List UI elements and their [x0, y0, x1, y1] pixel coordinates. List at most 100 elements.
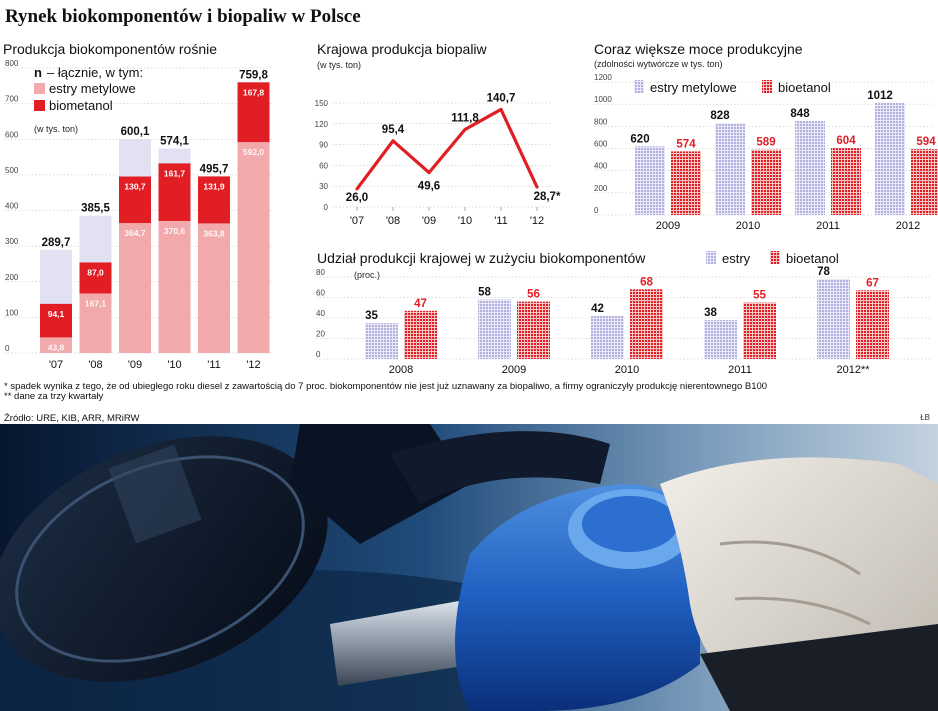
chart2-x-tick: '08: [386, 215, 400, 227]
chart2-point: [535, 185, 539, 189]
chart2-point: [427, 171, 431, 175]
chart2-x-tick: '10: [458, 215, 472, 227]
footnotes: * spadek wynika z tego, że od ubiegłego …: [4, 382, 929, 402]
chart2-x-tick: '07: [350, 215, 364, 227]
chart1-x-tick: '09: [128, 359, 142, 371]
chart1-bar-estry: [158, 220, 191, 353]
chart1-x-tick: '08: [88, 359, 102, 371]
chart4-bar-estry: [817, 279, 850, 359]
chart2-unit: (w tys. ton): [317, 60, 361, 70]
chart3-bar-label: 848: [790, 108, 810, 120]
chart1-y-tick: 600: [5, 130, 19, 139]
chart4-y-tick: 40: [316, 309, 325, 318]
chart3-y-tick: 0: [594, 206, 599, 215]
chart4-x-tick: 2012**: [836, 364, 870, 376]
chart-domestic-biofuel-production: Krajowa produkcja biopaliw (w tys. ton) …: [315, 41, 561, 227]
chart1-bar-biometanol: [158, 163, 191, 221]
chart1-y-tick: 0: [5, 344, 10, 353]
chart1-bar-biometanol: [198, 176, 230, 224]
chart4-bar-label: 38: [704, 307, 717, 319]
chart1-biometanol-label: 167,8: [243, 87, 265, 97]
chart4-y-tick: 20: [316, 330, 325, 339]
chart3-y-tick: 400: [594, 162, 608, 171]
chart3-bar-estry: [715, 123, 745, 215]
chart1-y-tick: 700: [5, 95, 19, 104]
chart1-x-tick: '07: [49, 359, 63, 371]
chart3-bar-bioetanol: [751, 149, 781, 215]
chart4-unit: (proc.): [354, 270, 380, 280]
chart2-point-label: 111,8: [451, 112, 479, 124]
chart1-total-label: 495,7: [200, 163, 229, 175]
chart2-y-tick: 90: [319, 141, 328, 150]
chart3-y-tick: 1200: [594, 73, 612, 82]
chart1-total-label: 385,5: [81, 203, 110, 215]
chart1-y-tick: 100: [5, 308, 19, 317]
chart4-bar-label: 56: [527, 289, 540, 301]
chart3-bar-label: 1012: [867, 90, 893, 102]
chart1-bar-biometanol: [119, 176, 151, 224]
fuel-nozzle-photo: [0, 424, 938, 711]
chart4-bar-bioetanol: [630, 289, 663, 359]
chart1-y-tick: 500: [5, 166, 19, 175]
chart4-y-tick: 80: [316, 268, 325, 277]
chart3-bar-bioetanol: [671, 151, 701, 215]
author-logo: ŁB: [920, 413, 930, 422]
chart3-x-tick: 2009: [656, 220, 680, 232]
legend-swatch-bioetanol: [762, 80, 772, 93]
chart3-legend: estry metylowe bioetanol: [634, 80, 831, 95]
chart1-estry-label: 43,8: [48, 342, 65, 352]
chart1-bar-biometanol: [40, 303, 72, 338]
chart1-estry-label: 370,6: [164, 226, 186, 236]
chart4-bar-estry: [478, 299, 511, 359]
chart1-y-tick: 200: [5, 273, 19, 282]
chart4-bar-bioetanol: [404, 310, 437, 359]
chart4-x-tick: 2010: [615, 364, 639, 376]
chart2-point: [355, 187, 359, 191]
chart1-biometanol-label: 130,7: [124, 182, 146, 192]
chart3-bar-bioetanol: [911, 149, 938, 215]
chart3-bar-estry: [635, 146, 665, 215]
chart3-bar-label: 828: [710, 110, 730, 122]
chart-domestic-share: Udział produkcji krajowej w zużyciu biok…: [316, 250, 932, 376]
chart-production-biocomponents: Produkcja biokomponentów rośnie (w tys. …: [3, 41, 272, 371]
chart1-y-tick: 300: [5, 237, 19, 246]
chart3-y-tick: 200: [594, 184, 608, 193]
footnote-1: * spadek wynika z tego, że od ubiegłego …: [4, 381, 768, 392]
chart2-x-tick: '11: [494, 215, 508, 227]
chart1-biometanol-label: 131,9: [203, 181, 225, 191]
chart1-bar-estry: [119, 223, 151, 353]
legend-total-marker: n: [34, 65, 42, 80]
chart1-bar-estry: [198, 223, 230, 353]
chart4-bar-label: 58: [478, 287, 491, 299]
chart1-bar-biometanol: [79, 262, 112, 294]
chart3-unit: (zdolności wytwórcze w tys. ton): [594, 59, 723, 69]
source-line: Źródło: URE, KIB, ARR, MRiRW: [4, 413, 140, 424]
chart3-y-tick: 800: [594, 117, 608, 126]
chart3-x-tick: 2011: [816, 220, 840, 232]
chart1-y-tick: 400: [5, 202, 19, 211]
legend-label-estry-metylowe: estry metylowe: [650, 80, 737, 95]
chart4-bar-label: 67: [866, 277, 879, 289]
chart1-bar-estry: [40, 337, 72, 353]
chart4-x-tick: 2008: [389, 364, 413, 376]
legend-swatch-estry: [34, 83, 45, 94]
chart1-biometanol-label: 94,1: [48, 309, 65, 319]
legend-total-label: – łącznie, w tym:: [47, 65, 143, 80]
chart3-bar-estry: [795, 121, 825, 215]
chart1-estry-label: 592,0: [243, 147, 265, 157]
chart3-bar-label: 589: [756, 137, 775, 149]
chart1-total-label: 289,7: [42, 237, 71, 249]
chart2-y-tick: 120: [315, 120, 329, 129]
chart1-y-tick: 800: [5, 59, 19, 68]
chart4-bar-label: 47: [414, 298, 427, 310]
chart2-point: [463, 127, 467, 131]
chart3-bar-bioetanol: [831, 148, 861, 215]
chart4-bar-label: 42: [591, 303, 604, 315]
chart3-bar-label: 604: [836, 135, 856, 147]
chart1-total-label: 574,1: [160, 135, 189, 147]
chart4-bar-label: 55: [753, 290, 766, 302]
chart1-biometanol-label: 87,0: [87, 267, 104, 277]
legend-swatch-bioetanol: [770, 251, 780, 264]
chart2-point-label: 26,0: [346, 192, 368, 204]
chart1-bar-biometanol: [237, 82, 270, 143]
